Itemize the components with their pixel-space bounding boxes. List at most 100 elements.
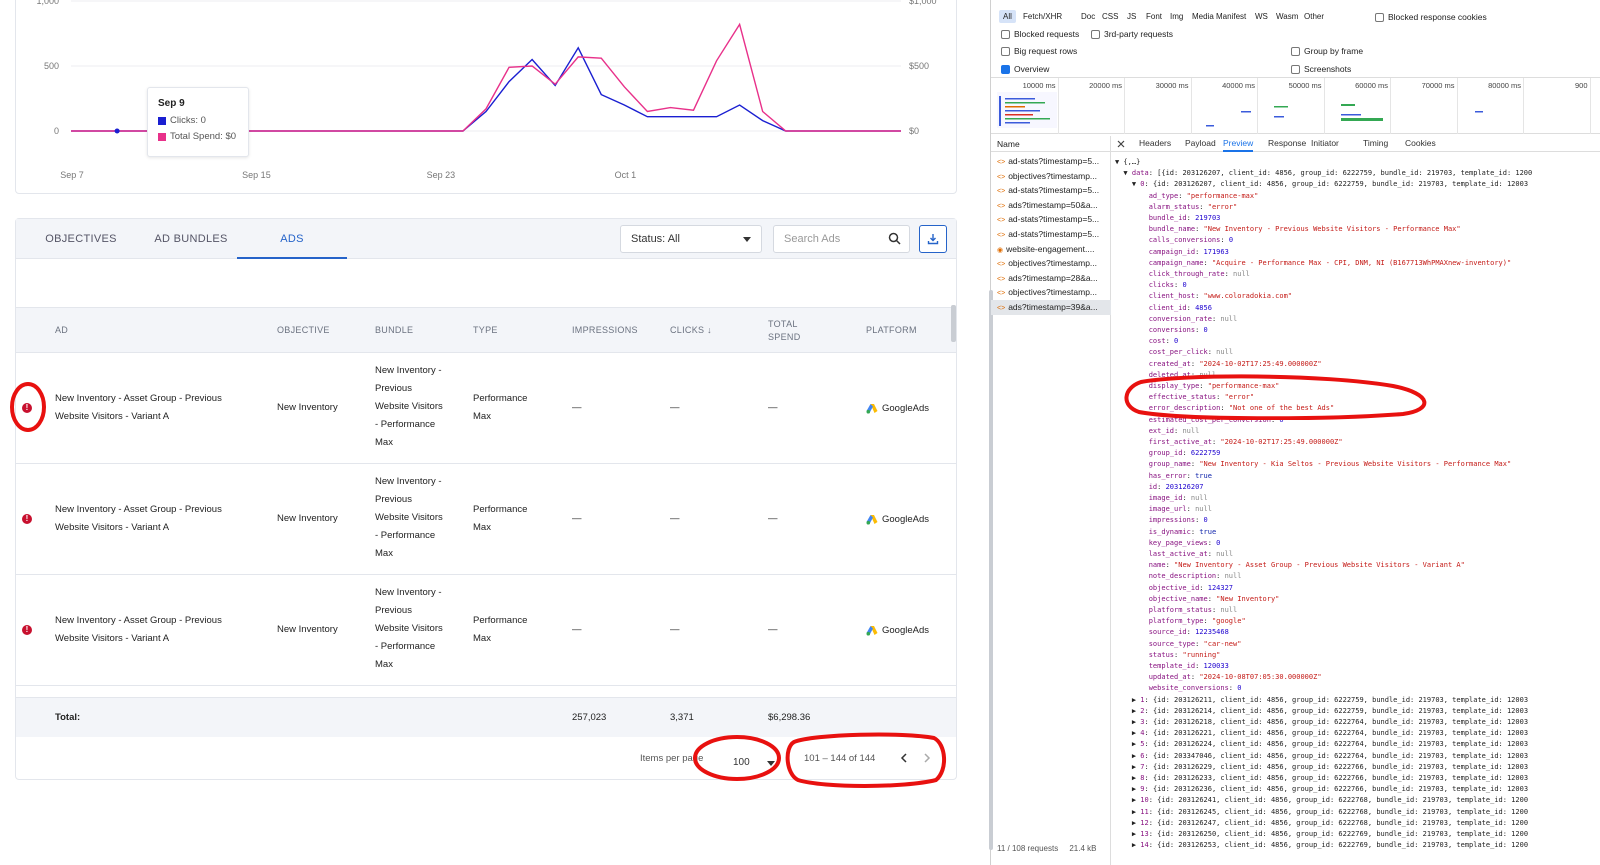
json-line: deleted_at: null: [1148, 370, 1217, 379]
json-line: status: "running": [1148, 650, 1221, 659]
filter-font[interactable]: Font: [1146, 12, 1163, 21]
request-item[interactable]: <> objectives?timestamp...: [991, 256, 1111, 271]
request-item[interactable]: <> ad-stats?timestamp=5...: [991, 154, 1111, 169]
json-line: note_description: null: [1148, 572, 1242, 581]
request-item[interactable]: <> ads?timestamp=39&a...: [991, 300, 1111, 315]
json-line[interactable]: ▶ 9: {id: 203126236, client_id: 4856, gr…: [1115, 785, 1529, 794]
items-per-page-label: Items per page: [640, 753, 704, 764]
group-frame-checkbox[interactable]: Group by frame: [1291, 46, 1363, 56]
request-name: objectives?timestamp...: [1008, 287, 1098, 298]
json-line: ext_id: null: [1148, 426, 1200, 435]
ad-name[interactable]: New Inventory - Asset Group - Previous We…: [55, 612, 222, 648]
json-line[interactable]: ▶ 11: {id: 203126245, client_id: 4856, g…: [1115, 807, 1529, 816]
blocked-cookies-checkbox[interactable]: Blocked response cookies: [1375, 12, 1487, 22]
json-line[interactable]: ▶ 12: {id: 203126247, client_id: 4856, g…: [1115, 818, 1529, 827]
fetch-icon: <>: [997, 261, 1006, 269]
filter-manifest[interactable]: Manifest: [1216, 12, 1247, 21]
col-objective[interactable]: OBJECTIVE: [277, 325, 330, 335]
tab-preview[interactable]: Preview: [1223, 136, 1254, 152]
error-icon[interactable]: !: [22, 514, 32, 524]
json-line[interactable]: ▶ 3: {id: 203126218, client_id: 4856, gr…: [1115, 718, 1529, 726]
request-item[interactable]: ◉ website-engagement....: [991, 242, 1111, 257]
json-line[interactable]: ▶ 8: {id: 203126233, client_id: 4856, gr…: [1115, 774, 1529, 782]
col-platform[interactable]: PLATFORM: [866, 325, 917, 335]
filter-doc[interactable]: Doc: [1081, 12, 1096, 21]
items-per-page-select[interactable]: 100: [727, 751, 777, 775]
timeline-tick: 60000 ms: [1355, 81, 1388, 90]
tab-cookies[interactable]: Cookies: [1405, 138, 1436, 148]
tab-timing[interactable]: Timing: [1363, 138, 1389, 148]
filter-js[interactable]: JS: [1127, 12, 1137, 21]
tab-objectives[interactable]: OBJECTIVES: [45, 233, 117, 245]
request-item[interactable]: <> ad-stats?timestamp=5...: [991, 183, 1111, 198]
tab-ad-bundles[interactable]: AD BUNDLES: [154, 233, 228, 245]
ad-name[interactable]: New Inventory - Asset Group - Previous We…: [55, 390, 222, 426]
tab-ads[interactable]: ADS: [237, 219, 347, 259]
ad-name[interactable]: New Inventory - Asset Group - Previous We…: [55, 501, 222, 537]
request-item[interactable]: <> objectives?timestamp...: [991, 285, 1111, 300]
request-item[interactable]: <> ad-stats?timestamp=5...: [991, 227, 1111, 242]
json-line[interactable]: ▼ 0: {id: 203126207, client_id: 4856, gr…: [1115, 180, 1529, 189]
checkbox-checked: [1001, 64, 1010, 74]
json-line[interactable]: ▶ 10: {id: 203126241, client_id: 4856, g…: [1115, 796, 1529, 805]
col-clicks[interactable]: CLICKS ↓: [670, 325, 712, 335]
name-column-header[interactable]: Name: [991, 136, 1111, 152]
filter-other[interactable]: Other: [1304, 12, 1325, 21]
paginator: Items per page 100 101 – 144 of 144: [16, 737, 956, 781]
filter-media[interactable]: Media: [1192, 12, 1214, 21]
filter-fetchxhr[interactable]: Fetch/XHR: [1023, 12, 1063, 21]
filter-all[interactable]: All: [999, 10, 1016, 23]
tab-initiator[interactable]: Initiator: [1311, 138, 1339, 148]
json-line[interactable]: ▶ 5: {id: 203126224, client_id: 4856, gr…: [1115, 740, 1529, 749]
filter-wasm[interactable]: Wasm: [1276, 12, 1299, 21]
json-line[interactable]: ▶ 2: {id: 203126214, client_id: 4856, gr…: [1115, 706, 1529, 715]
col-ad[interactable]: AD: [55, 325, 69, 335]
error-icon[interactable]: !: [22, 625, 32, 635]
timeline-tick: 10000 ms: [1022, 81, 1056, 90]
search-input[interactable]: Search Ads: [773, 225, 910, 253]
json-line[interactable]: ▶ 1: {id: 203126211, client_id: 4856, gr…: [1115, 695, 1529, 704]
spend-cell: —: [768, 402, 778, 413]
json-line[interactable]: ▶ 4: {id: 203126221, client_id: 4856, gr…: [1115, 729, 1529, 738]
json-line[interactable]: ▼ data: [{id: 203126207, client_id: 4856…: [1115, 169, 1533, 178]
col-total-spend[interactable]: TOTAL SPEND: [768, 318, 801, 344]
filter-css[interactable]: CSS: [1102, 12, 1119, 21]
json-line[interactable]: ▶ 14: {id: 203126253, client_id: 4856, g…: [1115, 841, 1529, 850]
json-line: cost: 0: [1148, 337, 1179, 346]
col-impressions[interactable]: IMPRESSIONS: [572, 325, 638, 335]
request-item[interactable]: <> ads?timestamp=28&a...: [991, 271, 1111, 286]
overview-checkbox[interactable]: Overview: [1001, 64, 1049, 74]
big-rows-checkbox[interactable]: Big request rows: [1001, 46, 1077, 56]
tab-headers[interactable]: Headers: [1139, 138, 1172, 148]
filter-ws[interactable]: WS: [1255, 12, 1268, 21]
tab-response[interactable]: Response: [1268, 138, 1307, 148]
col-bundle[interactable]: BUNDLE: [375, 325, 414, 335]
json-line[interactable]: ▶ 6: {id: 203347046, client_id: 4856, gr…: [1115, 751, 1529, 760]
filter-img[interactable]: Img: [1170, 12, 1184, 21]
json-line: image_id: null: [1148, 494, 1208, 502]
devtools-divider-scrollbar[interactable]: [989, 290, 993, 850]
next-page-button[interactable]: [922, 752, 932, 764]
json-line[interactable]: ▶ 13: {id: 203126250, client_id: 4856, g…: [1115, 830, 1529, 838]
request-item[interactable]: <> objectives?timestamp...: [991, 169, 1111, 184]
screenshots-checkbox[interactable]: Screenshots: [1291, 64, 1351, 74]
timeline-overview[interactable]: 10000 ms 20000 ms 30000 ms 40000 ms 50000 ms…: [991, 78, 1600, 134]
close-icon[interactable]: [1117, 140, 1125, 148]
json-line[interactable]: ▶ 7: {id: 203126229, client_id: 4856, gr…: [1115, 762, 1529, 771]
download-button[interactable]: [919, 225, 947, 253]
error-icon[interactable]: !: [22, 403, 32, 413]
request-item[interactable]: <> ad-stats?timestamp=5...: [991, 212, 1111, 227]
previous-page-button[interactable]: [899, 752, 909, 764]
col-type[interactable]: TYPE: [473, 325, 498, 335]
third-party-checkbox[interactable]: 3rd-party requests: [1091, 29, 1173, 39]
table-scrollbar[interactable]: [951, 305, 956, 342]
group-frame-label: Group by frame: [1304, 46, 1364, 56]
request-item[interactable]: <> ads?timestamp=50&a...: [991, 198, 1111, 213]
blocked-requests-checkbox[interactable]: Blocked requests: [1001, 29, 1079, 39]
x-tick: Sep 15: [242, 170, 271, 180]
status-select[interactable]: Status: All: [620, 225, 762, 253]
bundle-line: New Inventory -: [375, 476, 442, 487]
json-line[interactable]: ▼ {,…}: [1115, 158, 1141, 166]
chart-tooltip: Sep 9 Clicks: 0 Total Spend: $0: [147, 87, 249, 157]
tab-payload[interactable]: Payload: [1185, 138, 1216, 148]
